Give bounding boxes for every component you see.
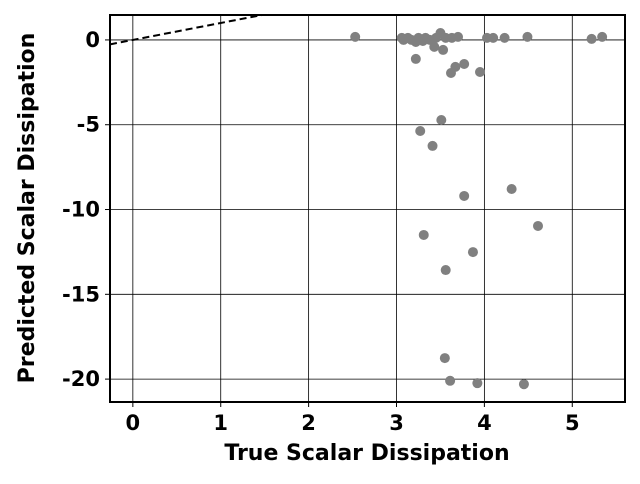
- x-tick-label: 5: [565, 411, 580, 435]
- scatter-point: [532, 220, 543, 231]
- x-tick-label: 0: [126, 411, 141, 435]
- reference-line: [110, 15, 263, 46]
- scatter-point: [436, 114, 447, 125]
- scatter-point: [506, 183, 517, 194]
- x-tick-label: 3: [389, 411, 404, 435]
- scatter-point: [410, 53, 421, 64]
- scatter-point: [597, 31, 608, 42]
- y-tick-label: -15: [62, 282, 100, 306]
- scatter-point: [472, 378, 483, 389]
- scatter-point: [459, 59, 470, 70]
- y-tick-label: -5: [77, 113, 100, 137]
- scatter-point: [522, 31, 533, 42]
- x-tick-label: 1: [213, 411, 228, 435]
- scatter-point: [440, 265, 451, 276]
- y-tick-label: -10: [62, 198, 100, 222]
- y-tick-label: -20: [62, 367, 100, 391]
- scatter-point: [488, 32, 499, 43]
- scatter-point: [438, 44, 449, 55]
- scatter-point: [459, 190, 470, 201]
- scatter-point: [499, 32, 510, 43]
- scatter-point: [418, 229, 429, 240]
- scatter-point: [586, 33, 597, 44]
- y-tick-label: 0: [85, 28, 100, 52]
- scatter-point: [467, 247, 478, 258]
- scatter-point: [450, 61, 461, 72]
- scatter-point: [439, 353, 450, 364]
- x-tick-label: 2: [301, 411, 316, 435]
- scatter-point: [445, 375, 456, 386]
- scatter-point: [518, 379, 529, 390]
- scatter-point: [453, 31, 464, 42]
- x-axis-label: True Scalar Dissipation: [224, 441, 509, 466]
- plot-frame: [109, 14, 626, 403]
- scatter-point: [415, 125, 426, 136]
- scatter-point: [350, 31, 361, 42]
- y-axis-label: Predicted Scalar Dissipation: [15, 33, 40, 384]
- plot-area: [110, 15, 608, 390]
- scatter-point: [474, 66, 485, 77]
- x-tick-label: 4: [477, 411, 492, 435]
- scatter-point: [427, 140, 438, 151]
- scatter-point: [429, 41, 440, 52]
